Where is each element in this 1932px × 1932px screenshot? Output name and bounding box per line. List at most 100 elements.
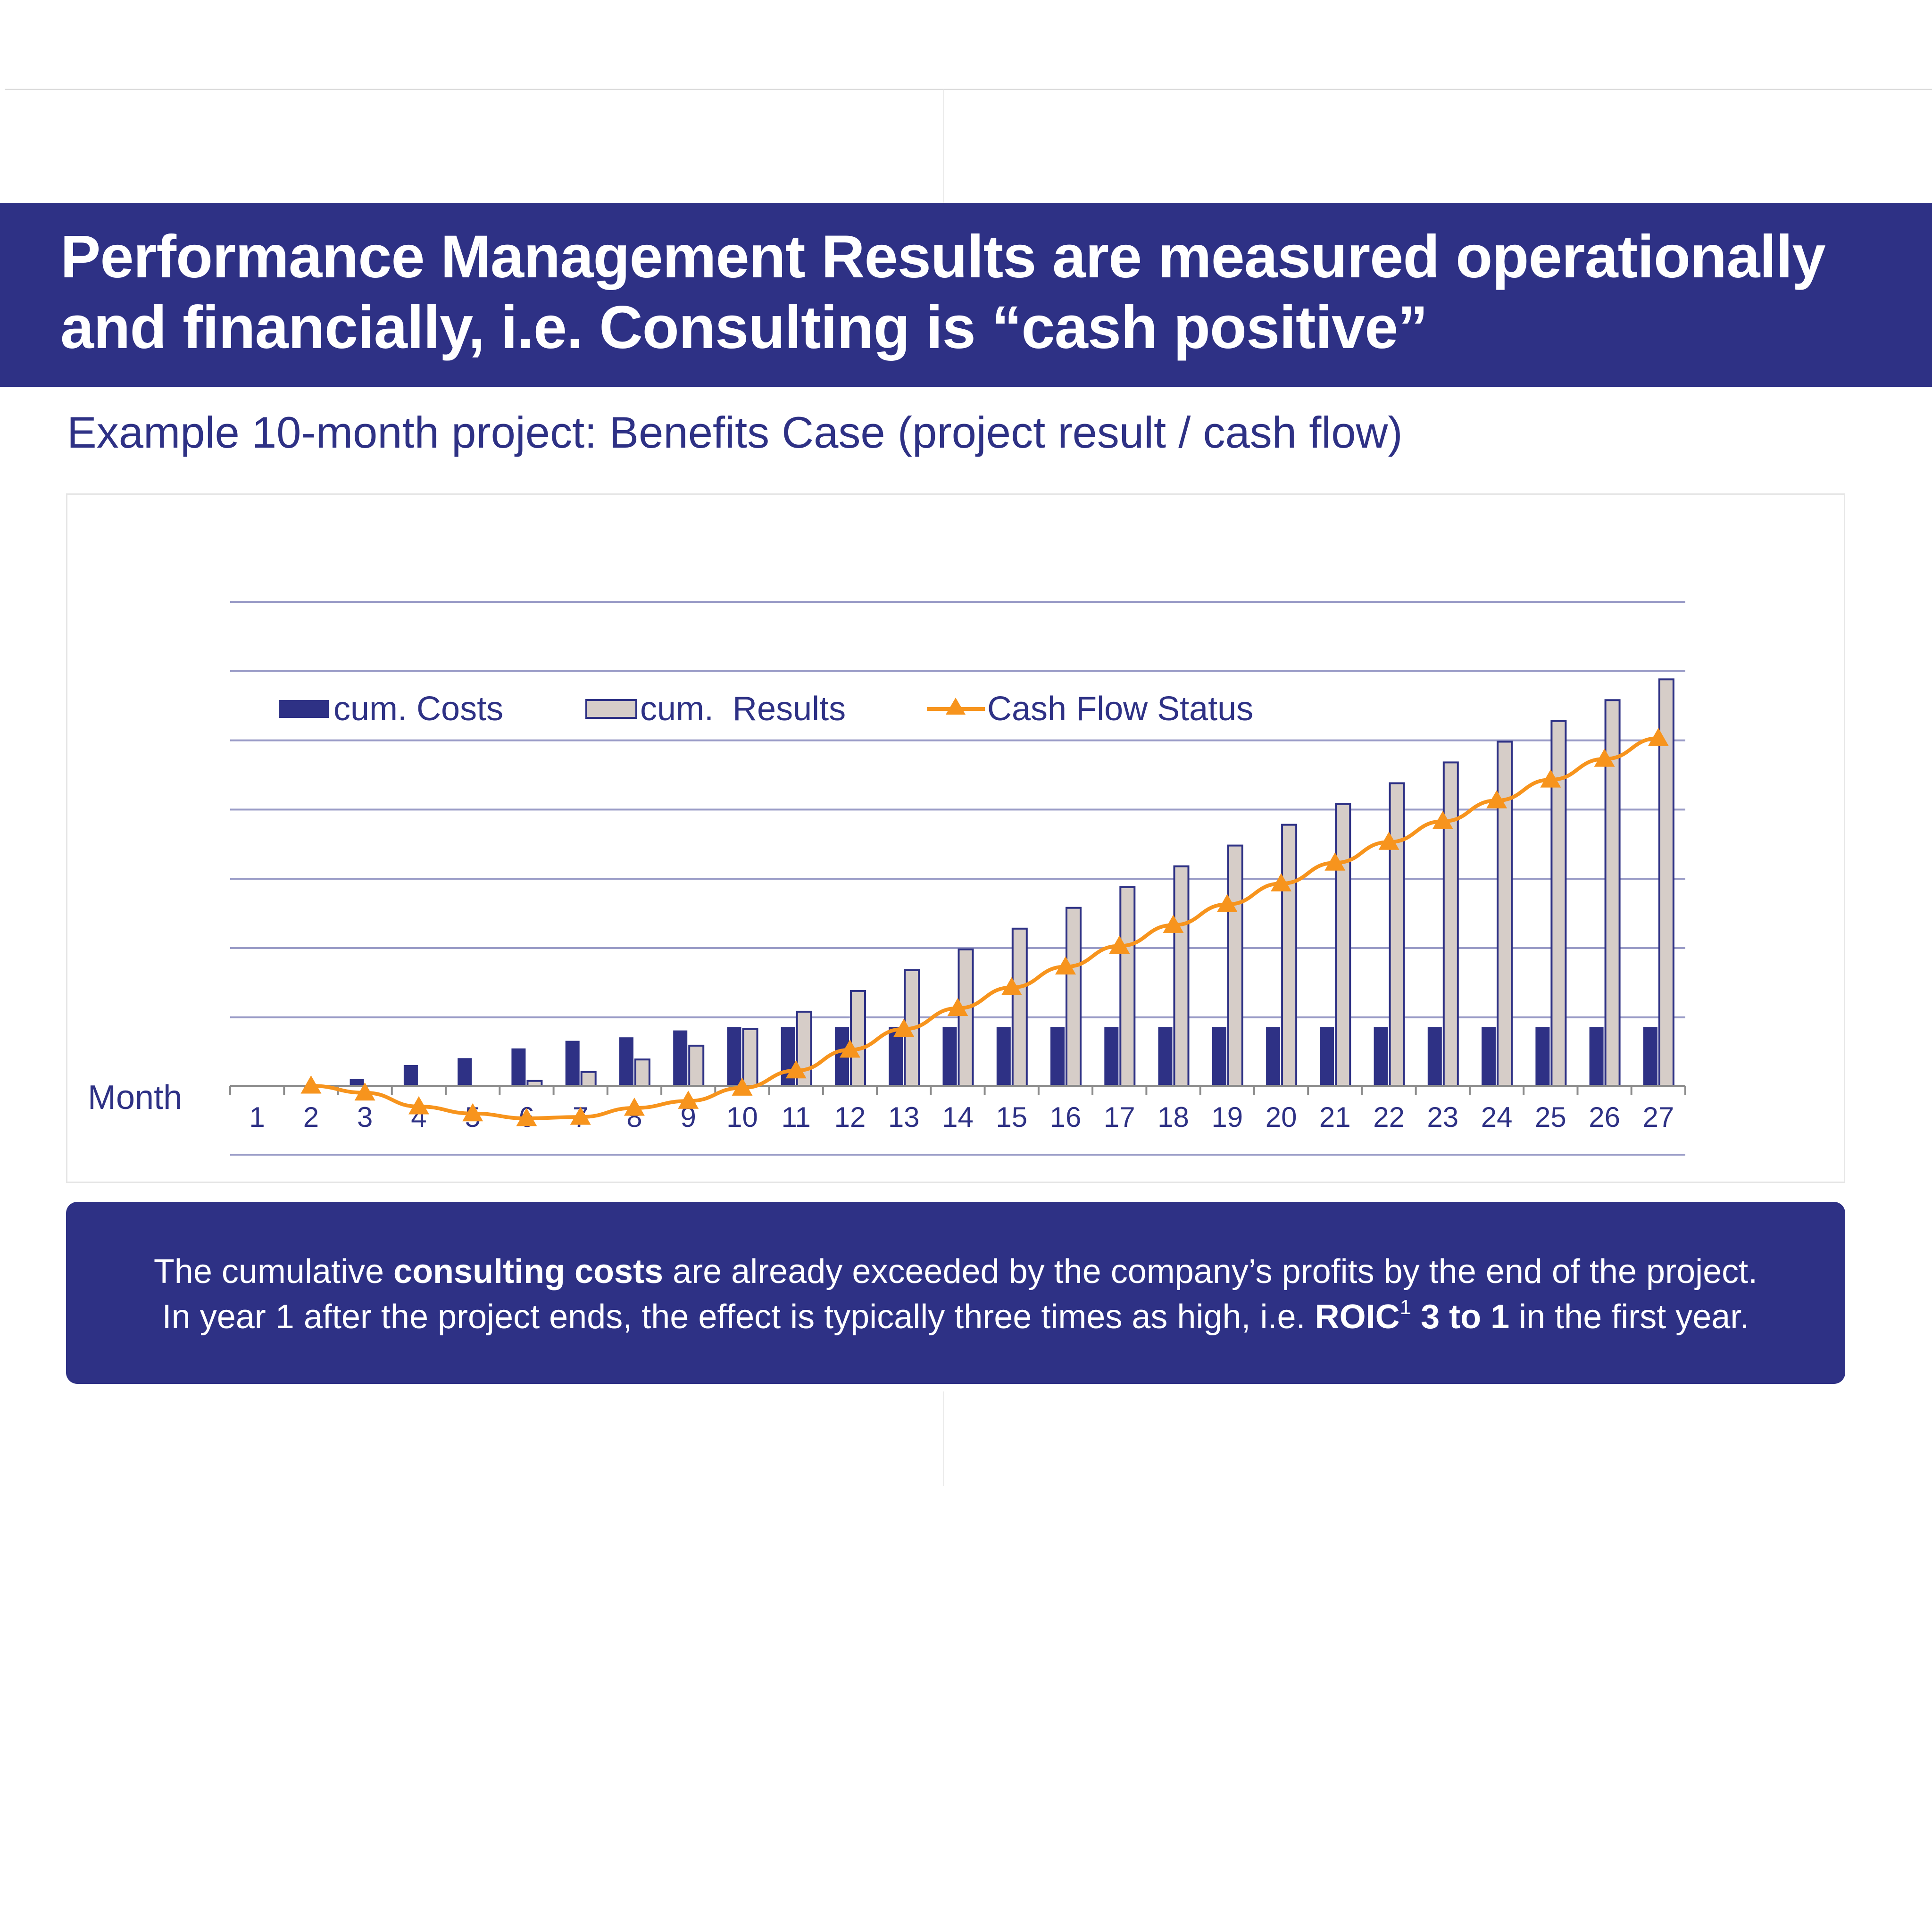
bar-cum-costs	[1589, 1027, 1604, 1086]
legend-swatch-results	[585, 699, 637, 719]
cashflow-marker	[1594, 749, 1615, 767]
chart-legend: cum. Costs cum. Results Cash Flow Status	[279, 690, 1253, 728]
x-tick-label: 20	[1266, 1101, 1297, 1133]
bar-cum-results	[850, 990, 866, 1087]
x-tick-label: 12	[834, 1101, 866, 1133]
page-title: Performance Management Results are measu…	[60, 223, 1826, 361]
cashflow-marker	[840, 1039, 860, 1058]
bar-cum-costs	[1535, 1027, 1550, 1086]
legend-label-cashflow: Cash Flow Status	[987, 690, 1253, 728]
x-tick-label: 14	[942, 1101, 974, 1133]
cashflow-marker	[300, 1075, 322, 1094]
x-tick-label: 23	[1427, 1101, 1458, 1133]
summary-line-1-emphasis: consulting costs	[393, 1253, 664, 1291]
x-tick-label: 17	[1104, 1101, 1135, 1133]
cashflow-marker	[1486, 790, 1507, 808]
chart-cashflow-line	[300, 728, 1669, 1126]
bar-cum-results	[1389, 782, 1405, 1087]
bar-cum-costs	[403, 1065, 418, 1086]
cashflow-marker	[1109, 935, 1130, 954]
bar-cum-results	[958, 948, 974, 1087]
bar-cum-costs	[1104, 1027, 1119, 1086]
x-tick-label: 22	[1373, 1101, 1405, 1133]
cashflow-marker	[1271, 873, 1292, 891]
bar-cum-costs	[1050, 1027, 1065, 1086]
x-tick-label: 2	[303, 1101, 319, 1133]
center-guide-bottom	[943, 1391, 944, 1486]
bar-cum-costs	[1374, 1027, 1388, 1086]
summary-line-2-tail: in the first year.	[1509, 1298, 1749, 1336]
legend-label-results: cum. Results	[640, 690, 846, 728]
summary-box: The cumulative consulting costs are alre…	[66, 1202, 1845, 1384]
summary-line-1-lead: The cumulative	[153, 1253, 394, 1291]
cashflow-marker	[947, 998, 968, 1016]
x-axis-title: Month	[88, 1079, 182, 1116]
cashflow-marker	[354, 1082, 375, 1101]
bar-cum-results	[1442, 761, 1459, 1087]
bar-cum-results	[1011, 927, 1028, 1087]
bar-cum-results	[688, 1044, 705, 1087]
chart-bars	[350, 678, 1674, 1087]
summary-line-1: The cumulative consulting costs are alre…	[66, 1249, 1845, 1294]
x-tick-label: 24	[1481, 1101, 1513, 1133]
summary-line-2: In year 1 after the project ends, the ef…	[66, 1294, 1845, 1340]
cashflow-marker	[624, 1098, 645, 1116]
x-tick-label: 18	[1158, 1101, 1189, 1133]
bar-cum-costs	[673, 1030, 688, 1086]
x-tick-label: 3	[357, 1101, 373, 1133]
bar-cum-costs	[1427, 1027, 1442, 1086]
chart-gridlines	[230, 601, 1685, 1156]
center-guide-top	[943, 90, 944, 203]
summary-line-2-lead: In year 1 after the project ends, the ef…	[162, 1298, 1315, 1336]
bar-cum-results	[1497, 741, 1513, 1087]
cashflow-marker	[1001, 977, 1022, 995]
bar-cum-results	[1227, 844, 1243, 1087]
bar-cum-costs	[1320, 1027, 1334, 1086]
x-tick-label: 10	[726, 1101, 758, 1133]
x-tick-label: 27	[1643, 1101, 1674, 1133]
bar-cum-costs	[350, 1079, 364, 1086]
cashflow-marker	[678, 1091, 699, 1109]
cashflow-marker	[516, 1108, 537, 1126]
bar-cum-costs	[1158, 1027, 1173, 1086]
x-tick-label: 21	[1319, 1101, 1351, 1133]
bar-cum-costs	[1482, 1027, 1496, 1086]
cashflow-marker	[1540, 769, 1561, 788]
cashflow-marker	[732, 1077, 753, 1096]
x-tick-label: 16	[1050, 1101, 1082, 1133]
bar-cum-costs	[1212, 1027, 1226, 1086]
cashflow-marker	[1378, 832, 1399, 850]
bar-cum-results	[1173, 865, 1190, 1087]
bar-cum-results	[634, 1058, 650, 1087]
legend-swatch-costs	[279, 700, 329, 718]
x-tick-label: 26	[1589, 1101, 1620, 1133]
bar-cum-costs	[565, 1041, 580, 1086]
x-tick-label: 1	[249, 1101, 265, 1133]
summary-roic-ratio: 3 to 1	[1411, 1298, 1510, 1336]
bar-cum-results	[1335, 803, 1351, 1087]
bar-cum-costs	[1266, 1027, 1281, 1086]
bar-cum-costs	[942, 1027, 957, 1086]
chart-subtitle: Example 10-month project: Benefits Case …	[67, 408, 1403, 457]
cashflow-marker	[893, 1018, 915, 1037]
summary-roic-term: ROIC	[1315, 1298, 1400, 1336]
bar-cum-results	[1119, 886, 1136, 1087]
x-tick-label: 25	[1535, 1101, 1566, 1133]
cashflow-marker	[1432, 811, 1453, 829]
cashflow-marker	[1163, 915, 1184, 933]
bar-cum-costs	[996, 1027, 1011, 1086]
cashflow-marker	[785, 1060, 807, 1079]
bar-cum-costs	[1643, 1027, 1657, 1086]
bar-cum-results	[1066, 907, 1082, 1087]
cashflow-marker	[1648, 728, 1669, 746]
x-tick-label: 11	[782, 1101, 811, 1133]
cashflow-marker	[1055, 956, 1076, 974]
top-rule	[5, 89, 1932, 90]
summary-footnote-marker: 1	[1399, 1296, 1412, 1319]
x-tick-label: 15	[996, 1101, 1027, 1133]
bar-cum-costs	[511, 1048, 526, 1086]
legend-label-costs: cum. Costs	[333, 690, 503, 728]
legend-swatch-cashflow-marker	[946, 698, 966, 715]
cashflow-marker	[408, 1096, 429, 1115]
bar-cum-results	[580, 1071, 597, 1087]
